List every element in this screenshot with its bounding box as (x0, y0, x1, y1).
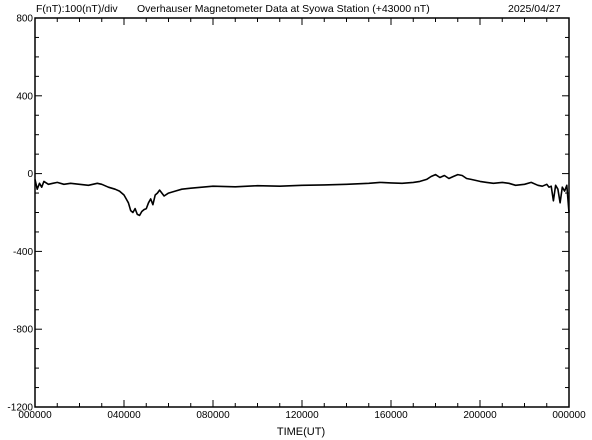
y-tick-label: 0 (27, 169, 33, 180)
date-label: 2025/04/27 (508, 3, 561, 15)
x-tick-label: 000000 (18, 410, 52, 421)
x-tick-labels: 000000 040000 080000 120000 160000 200000 0000… (18, 410, 586, 421)
chart-title: Overhauser Magnetometer Data at Syowa St… (137, 3, 430, 15)
series-group (34, 173, 570, 217)
y-tick-label: -400 (13, 247, 33, 258)
x-tick-label: 000000 (552, 410, 586, 421)
plot-frame (34, 17, 570, 408)
x-tick-label: 080000 (196, 410, 230, 421)
y-tick-label: -800 (13, 325, 33, 336)
y-tick-label: 800 (16, 14, 33, 25)
axis-ticks (34, 17, 570, 408)
y-tick-label: -1200 (7, 403, 33, 414)
x-tick-label: 040000 (107, 410, 141, 421)
x-tick-label: 160000 (374, 410, 408, 421)
y-tick-label: 400 (16, 91, 33, 102)
x-axis-title: TIME(UT) (277, 426, 325, 438)
scale-label: F(nT):100(nT)/div (36, 3, 118, 15)
series-line (34, 173, 570, 217)
x-tick-label: 120000 (285, 410, 319, 421)
x-tick-label: 200000 (463, 410, 497, 421)
y-tick-labels: 800 400 0 -400 -800 -1200 (7, 14, 33, 414)
